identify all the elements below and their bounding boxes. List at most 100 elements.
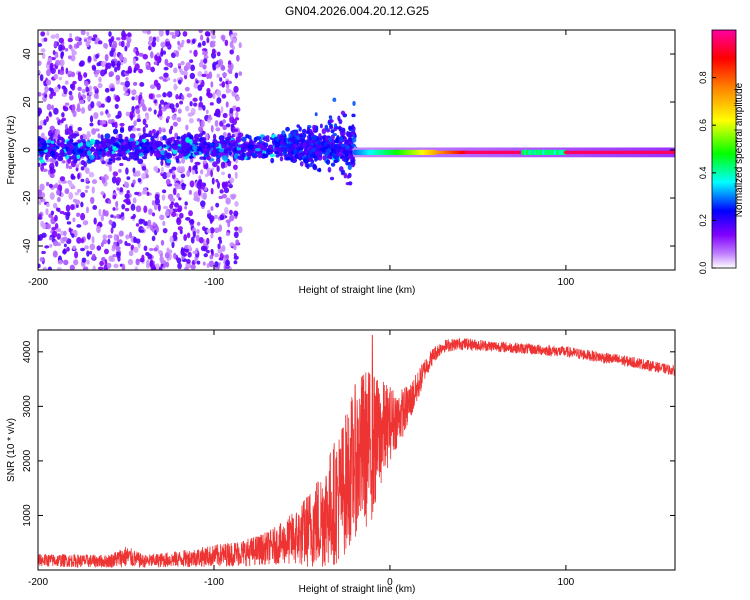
spectrogram-noise-cell <box>62 248 67 255</box>
spectrogram-noise-cell <box>188 210 193 217</box>
spectrogram-tail-cell <box>287 151 292 156</box>
spectrogram-noise-cell <box>229 41 234 48</box>
spectrogram-tail-cell <box>308 149 313 154</box>
spectrogram-noise-cell <box>40 31 46 37</box>
spectrogram-tail-cell <box>315 151 320 157</box>
spectrogram-noise-cell <box>77 172 80 180</box>
spectrogram-noise-cell <box>233 85 239 93</box>
spectrogram-noise-cell <box>39 74 44 82</box>
spectrogram-noise-cell <box>133 236 137 244</box>
spectrogram-noise-cell <box>193 191 199 199</box>
spectrogram-noise-cell <box>124 80 131 88</box>
spectrogram-band-cell <box>161 144 167 148</box>
spectrogram-band-cell <box>137 158 144 165</box>
spectrogram-noise-cell <box>193 81 199 89</box>
spectrogram-noise-cell <box>120 212 125 217</box>
spectrogram-band-cell <box>270 157 275 164</box>
spectrogram-noise-cell <box>233 260 238 265</box>
spectrogram-noise-cell <box>181 94 185 101</box>
spectrogram-tail-cell <box>329 176 335 181</box>
spectrogram-noise-cell <box>112 207 116 211</box>
spectrogram-noise-cell <box>124 207 130 212</box>
spectrogram-noise-cell <box>115 74 121 81</box>
spectrogram-noise-cell <box>74 251 79 259</box>
spectrogram-noise-cell <box>71 104 76 111</box>
spectrogram-noise-cell <box>229 209 233 215</box>
spectrogram-noise-cell <box>149 84 156 90</box>
spectrogram-noise-cell <box>86 250 90 257</box>
spectrogram-noise-cell <box>163 66 169 71</box>
spectrogram-noise-cell <box>118 230 124 237</box>
spectrogram-noise-cell <box>202 104 206 111</box>
spectrogram-noise-cell <box>192 250 198 255</box>
spectrogram-noise-cell <box>121 203 126 210</box>
spectrogram-noise-cell <box>195 234 200 242</box>
spectrogram-band-cell <box>76 153 81 160</box>
spectrogram-noise-cell <box>132 197 137 204</box>
spectrogram-noise-cell <box>220 106 224 114</box>
spectrogram-noise-cell <box>203 253 208 258</box>
spectrogram-noise-cell <box>92 204 98 210</box>
spectrogram-noise-cell <box>134 63 140 71</box>
spectrogram-noise-cell <box>131 96 135 101</box>
spectrogram-noise-cell <box>54 214 58 222</box>
spectrogram-noise-cell <box>44 85 49 93</box>
spectrogram-band-cell <box>176 136 181 140</box>
spectrogram-noise-cell <box>215 64 220 69</box>
spectrogram-noise-cell <box>77 86 82 92</box>
spectrogram-noise-cell <box>215 157 221 164</box>
spectrogram-noise-cell <box>78 40 83 46</box>
spectrogram-noise-cell <box>89 243 96 251</box>
spectrogram-noise-cell <box>175 213 179 217</box>
spectrogram-band-cell <box>156 143 161 148</box>
spectrogram-noise-cell <box>80 159 86 166</box>
spectrogram-tail-cell <box>311 132 315 137</box>
spectrogram-noise-cell <box>210 169 214 178</box>
spectrogram-noise-cell <box>51 104 54 111</box>
spectrogram-tail-cell <box>340 110 346 115</box>
spectrogram-noise-cell <box>91 186 95 194</box>
spectrogram-noise-cell <box>77 126 83 132</box>
spectrogram-tail-cell <box>309 162 313 168</box>
spectrogram-band-cell <box>66 150 73 156</box>
spectrogram-noise-cell <box>137 178 142 183</box>
spectrogram-noise-cell <box>225 87 231 94</box>
spectrogram-noise-cell <box>100 191 105 196</box>
spectrogram-noise-cell <box>71 185 76 190</box>
spectrogram-band-cell <box>89 154 95 160</box>
spectrogram-x-ticks: -200 -100 100 <box>28 30 575 288</box>
spectrogram-band-cell <box>124 143 130 150</box>
spectrogram-noise-cell <box>138 52 144 57</box>
spectrogram-noise-cell <box>229 107 234 114</box>
spectrogram-noise-cell <box>144 123 149 128</box>
spectrogram-noise-cell <box>234 72 239 79</box>
spectrogram-noise-cell <box>69 83 74 89</box>
spectrogram-noise-cell <box>135 258 140 266</box>
spectrogram-noise-cell <box>124 193 130 199</box>
spectrogram-noise-cell <box>68 192 74 200</box>
spectrogram-noise-cell <box>83 38 88 43</box>
spectrogram-noise-cell <box>111 221 117 229</box>
spectrogram-noise-cell <box>200 119 205 128</box>
spectrogram-noise-cell <box>55 33 60 39</box>
spectrogram-noise-cell <box>216 51 221 57</box>
spectrogram-noise-cell <box>59 210 65 215</box>
spectrogram-tail-cell <box>337 115 341 122</box>
spectrogram-band-cell <box>218 148 225 153</box>
spectrogram-noise-cell <box>38 60 42 67</box>
spectrogram-noise-cell <box>206 237 210 245</box>
spectrogram-noise-cell <box>186 93 193 98</box>
spectrogram-noise-cell <box>69 32 73 38</box>
spectrogram-band-cell <box>102 148 106 154</box>
spectrogram-band-cell <box>118 147 123 153</box>
spectrogram-tail-cell <box>352 100 356 107</box>
spectrogram-tail-cell <box>285 156 291 161</box>
spectrogram-band-cell <box>194 161 201 166</box>
spectrogram-noise-cell <box>159 214 165 221</box>
spectrogram-noise-cell <box>210 233 214 239</box>
spectrogram-tail-cell <box>329 125 333 130</box>
spectrogram-tail-cell <box>314 157 318 162</box>
spectrogram-noise-cell <box>189 100 193 107</box>
spectrogram-noise-cell <box>164 58 169 66</box>
spectrogram-noise-cell <box>80 192 86 198</box>
